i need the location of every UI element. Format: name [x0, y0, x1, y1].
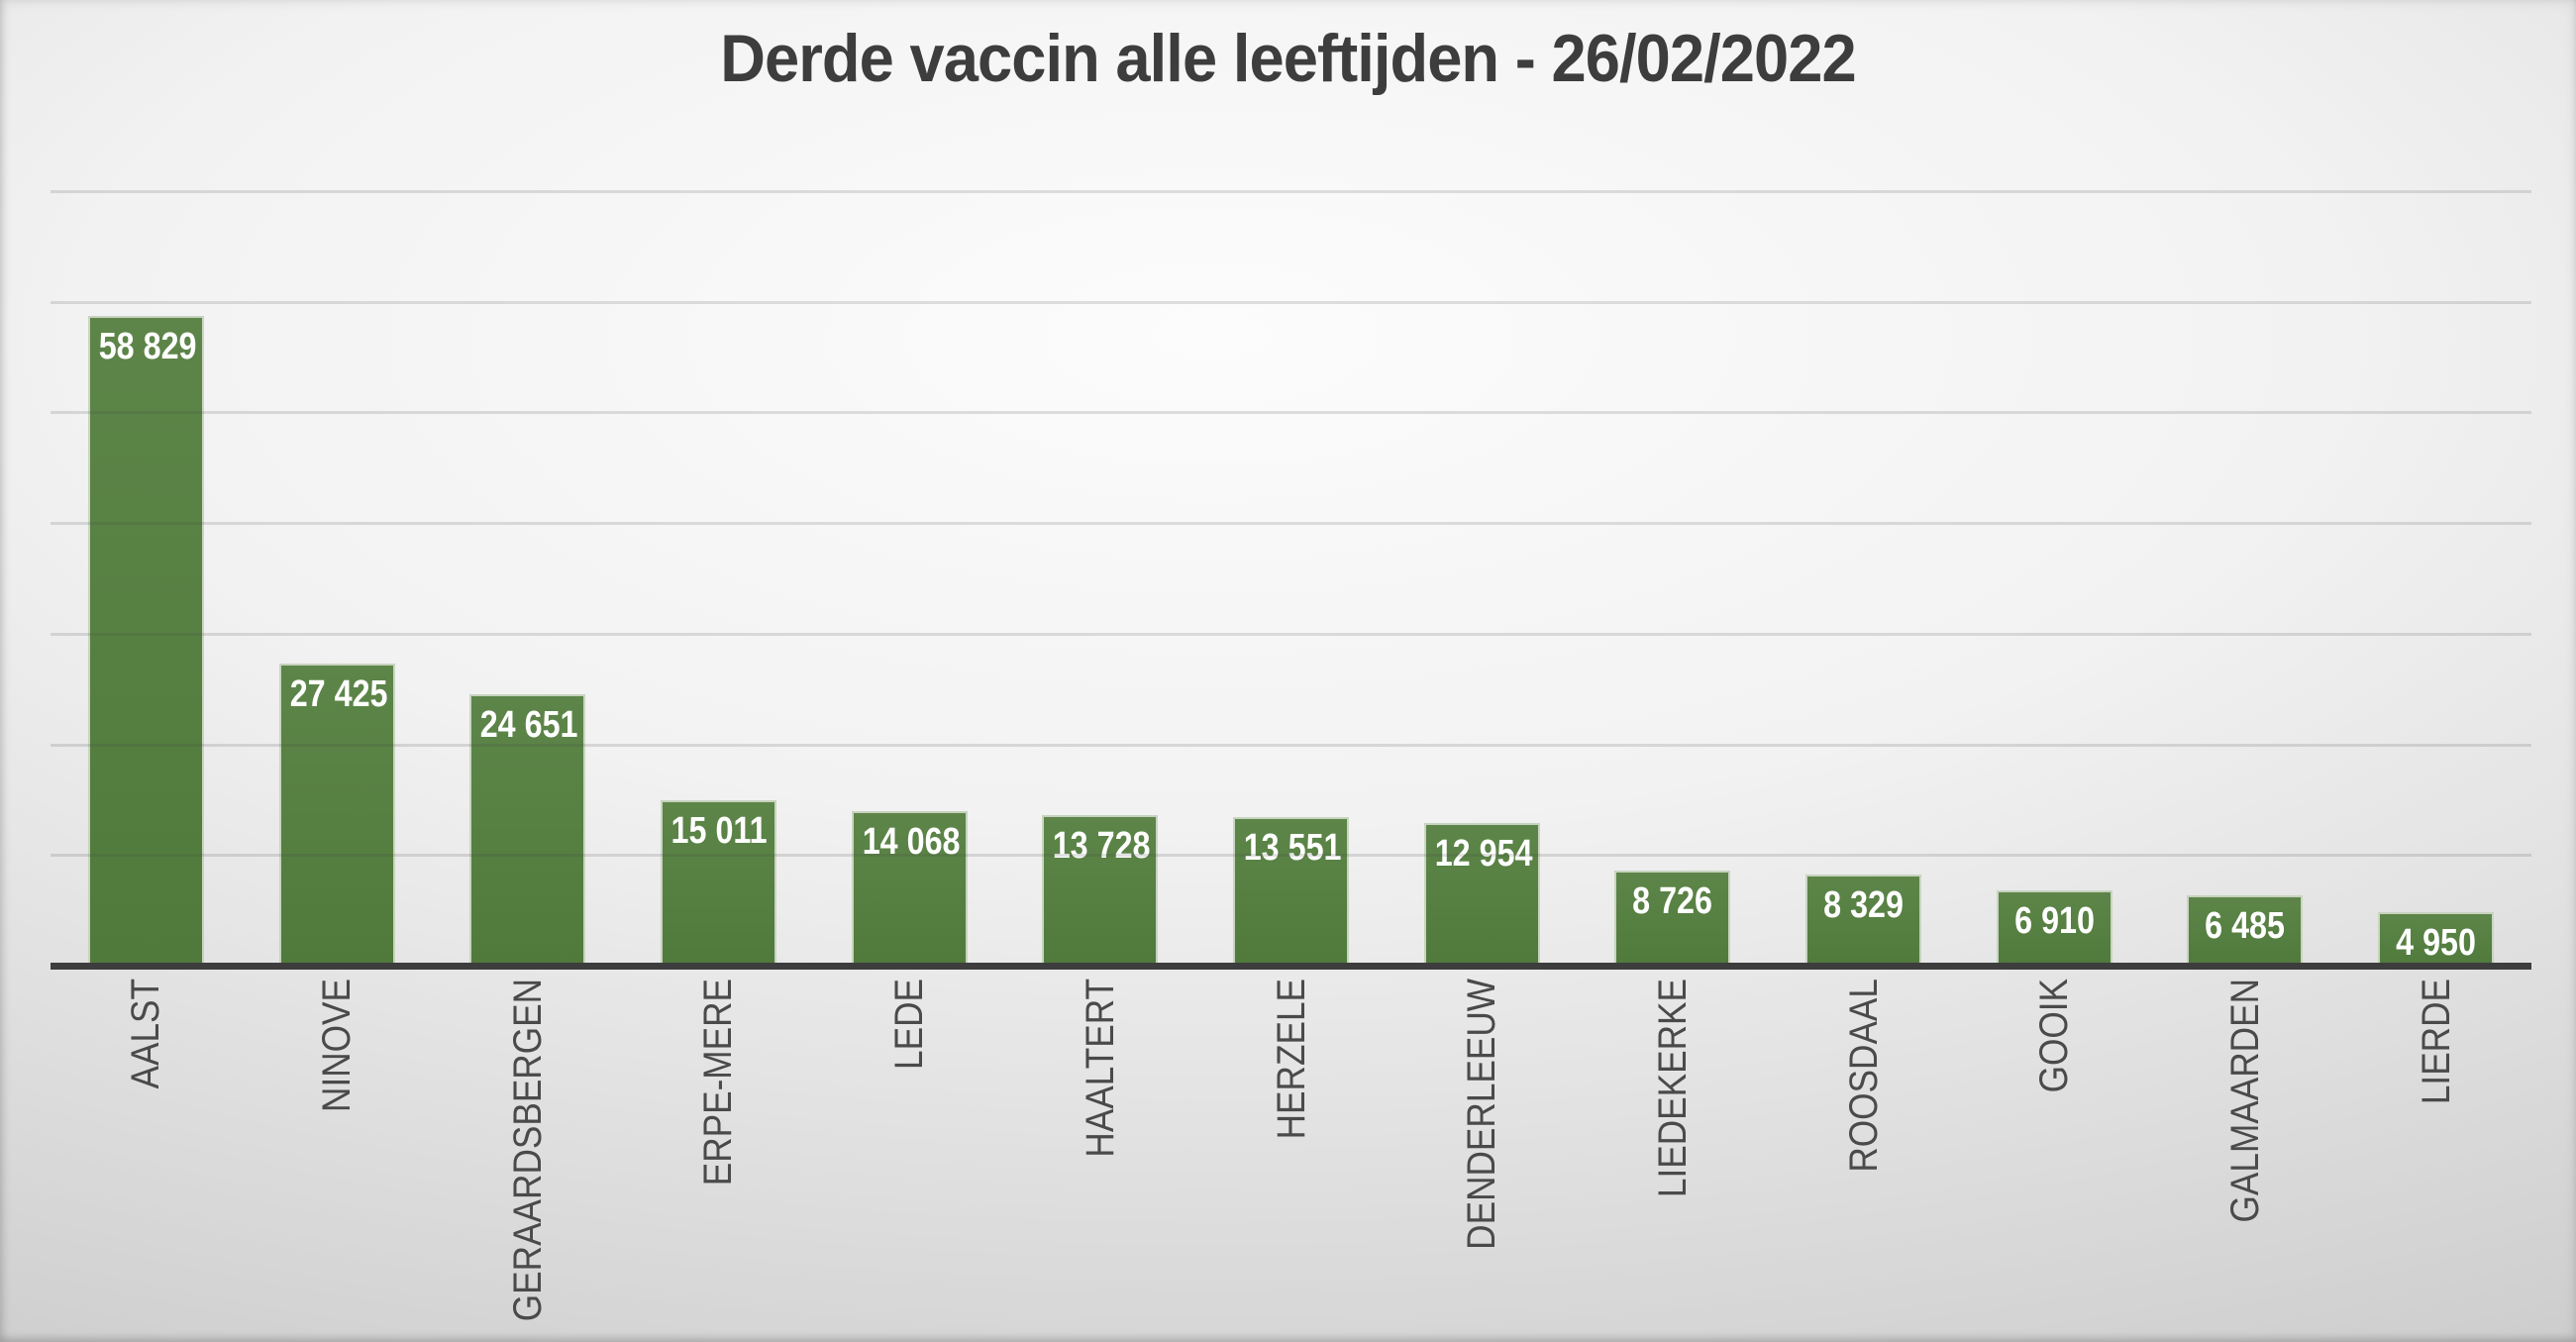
gridline [51, 854, 2531, 858]
category-label-herzele: HERZELE [1269, 979, 1313, 1140]
bar-value-label: 58 829 [98, 325, 197, 367]
category-label-aalst: AALST [124, 979, 168, 1089]
category-label-galmaarden: GALMAARDEN [2222, 979, 2267, 1223]
plot-area: 58 829 27 425 24 651 15 011 14 068 13 728 13 5… [51, 190, 2531, 970]
bar-denderleeuw: 12 954 [1423, 823, 1540, 967]
bar-geraardsbergen: 24 651 [469, 693, 586, 967]
bar-value-label: 6 485 [2205, 904, 2286, 947]
bar-roosdaal: 8 329 [1805, 874, 1922, 967]
bar-value-label: 4 950 [2396, 921, 2477, 964]
category-label-erpe-mere: ERPE-MERE [696, 979, 741, 1187]
bar-lierde: 4 950 [2378, 911, 2495, 967]
bar-value-label: 8 726 [1632, 879, 1713, 922]
category-label-geraardsbergen: GERAARDSBERGEN [505, 979, 550, 1322]
gridline [51, 632, 2531, 636]
bar-gooik: 6 910 [1996, 889, 2112, 967]
bar-value-label: 27 425 [289, 672, 388, 715]
bar-value-label: 12 954 [1434, 833, 1533, 876]
bar-erpe-mere: 15 011 [660, 800, 776, 967]
gridline [51, 300, 2531, 304]
bar-haaltert: 13 728 [1042, 814, 1159, 967]
gridline [51, 190, 2531, 193]
bar-value-label: 13 551 [1243, 826, 1342, 869]
category-label-roosdaal: ROOSDAAL [1841, 979, 1886, 1173]
bar-aalst: 58 829 [87, 315, 204, 967]
category-label-ninove: NINOVE [315, 979, 360, 1112]
bar-herzele: 13 551 [1233, 816, 1349, 967]
bar-value-label: 14 068 [862, 820, 961, 863]
chart-title: Derde vaccin alle leeftijden - 26/02/202… [720, 21, 1856, 96]
x-axis-line [51, 963, 2531, 970]
bar-value-label: 24 651 [479, 703, 578, 746]
category-label-lede: LEDE [887, 979, 932, 1070]
bar-value-label: 8 329 [1823, 883, 1904, 926]
bar-liedekerke: 8 726 [1614, 870, 1731, 967]
gridline [51, 743, 2531, 747]
gridline [51, 522, 2531, 526]
gridline [51, 411, 2531, 415]
bar-value-label: 6 910 [2013, 899, 2095, 942]
bar-lede: 14 068 [851, 810, 968, 967]
bar-ninove: 27 425 [278, 663, 395, 967]
category-label-liedekerke: LIEDEKERKE [1650, 979, 1695, 1198]
category-label-lierde: LIERDE [2414, 979, 2458, 1105]
category-label-haaltert: HAALTERT [1078, 979, 1122, 1158]
bar-value-label: 15 011 [670, 810, 768, 853]
category-label-gooik: GOOIK [2032, 979, 2077, 1093]
category-label-denderleeuw: DENDERLEEUW [1460, 979, 1504, 1250]
bar-galmaarden: 6 485 [2187, 894, 2304, 967]
bar-value-label: 13 728 [1053, 824, 1151, 867]
